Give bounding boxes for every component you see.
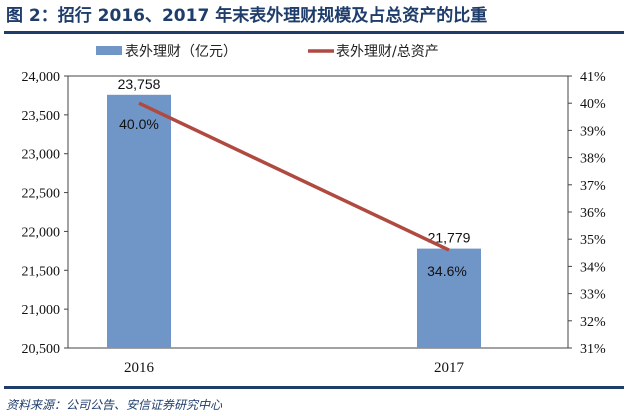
left-tick-label: 24,000 bbox=[22, 70, 61, 85]
chart-title: 图 2：招行 2016、2017 年末表外理财规模及占总资产的比重 bbox=[6, 6, 488, 26]
legend-line-label: 表外理财/总资产 bbox=[336, 44, 439, 60]
right-tick-label: 31% bbox=[580, 342, 606, 357]
right-tick-label: 36% bbox=[580, 206, 606, 221]
x-tick-label: 2016 bbox=[124, 360, 155, 376]
right-tick-label: 38% bbox=[580, 152, 606, 167]
right-tick-label: 34% bbox=[580, 260, 606, 275]
right-tick-label: 40% bbox=[580, 97, 606, 112]
left-tick-label: 22,000 bbox=[22, 225, 61, 240]
right-tick-label: 33% bbox=[580, 288, 606, 303]
bar-2017 bbox=[417, 248, 481, 348]
legend-bar-label: 表外理财（亿元） bbox=[125, 44, 237, 60]
left-tick-label: 20,500 bbox=[22, 342, 61, 357]
ratio-line bbox=[138, 101, 450, 252]
right-tick-label: 32% bbox=[580, 315, 606, 330]
right-tick-label: 37% bbox=[580, 179, 606, 194]
bar-data-label: 21,779 bbox=[428, 230, 471, 246]
left-tick-label: 21,000 bbox=[22, 303, 61, 318]
bar-data-label: 23,758 bbox=[118, 76, 161, 92]
legend-bar-swatch bbox=[96, 46, 122, 55]
line-data-label: 40.0% bbox=[119, 116, 159, 132]
left-tick-label: 23,000 bbox=[22, 148, 61, 163]
left-tick-label: 22,500 bbox=[22, 187, 61, 202]
x-tick-label: 2017 bbox=[434, 360, 465, 376]
right-tick-label: 39% bbox=[580, 124, 606, 139]
right-tick-label: 41% bbox=[580, 70, 606, 85]
source-divider bbox=[4, 386, 624, 389]
source-note: 资料来源：公司公告、安信证券研究中心 bbox=[6, 398, 223, 412]
line-data-label: 34.6% bbox=[427, 263, 467, 279]
chart: 表外理财（亿元） 表外理财/总资产 23,758 2016 21,779 2017 40.0… bbox=[22, 44, 607, 376]
left-tick-label: 21,500 bbox=[22, 264, 61, 279]
left-tick-label: 23,500 bbox=[22, 109, 61, 124]
bar-2016 bbox=[107, 94, 171, 348]
right-tick-label: 35% bbox=[580, 233, 606, 248]
title-divider bbox=[4, 31, 624, 34]
